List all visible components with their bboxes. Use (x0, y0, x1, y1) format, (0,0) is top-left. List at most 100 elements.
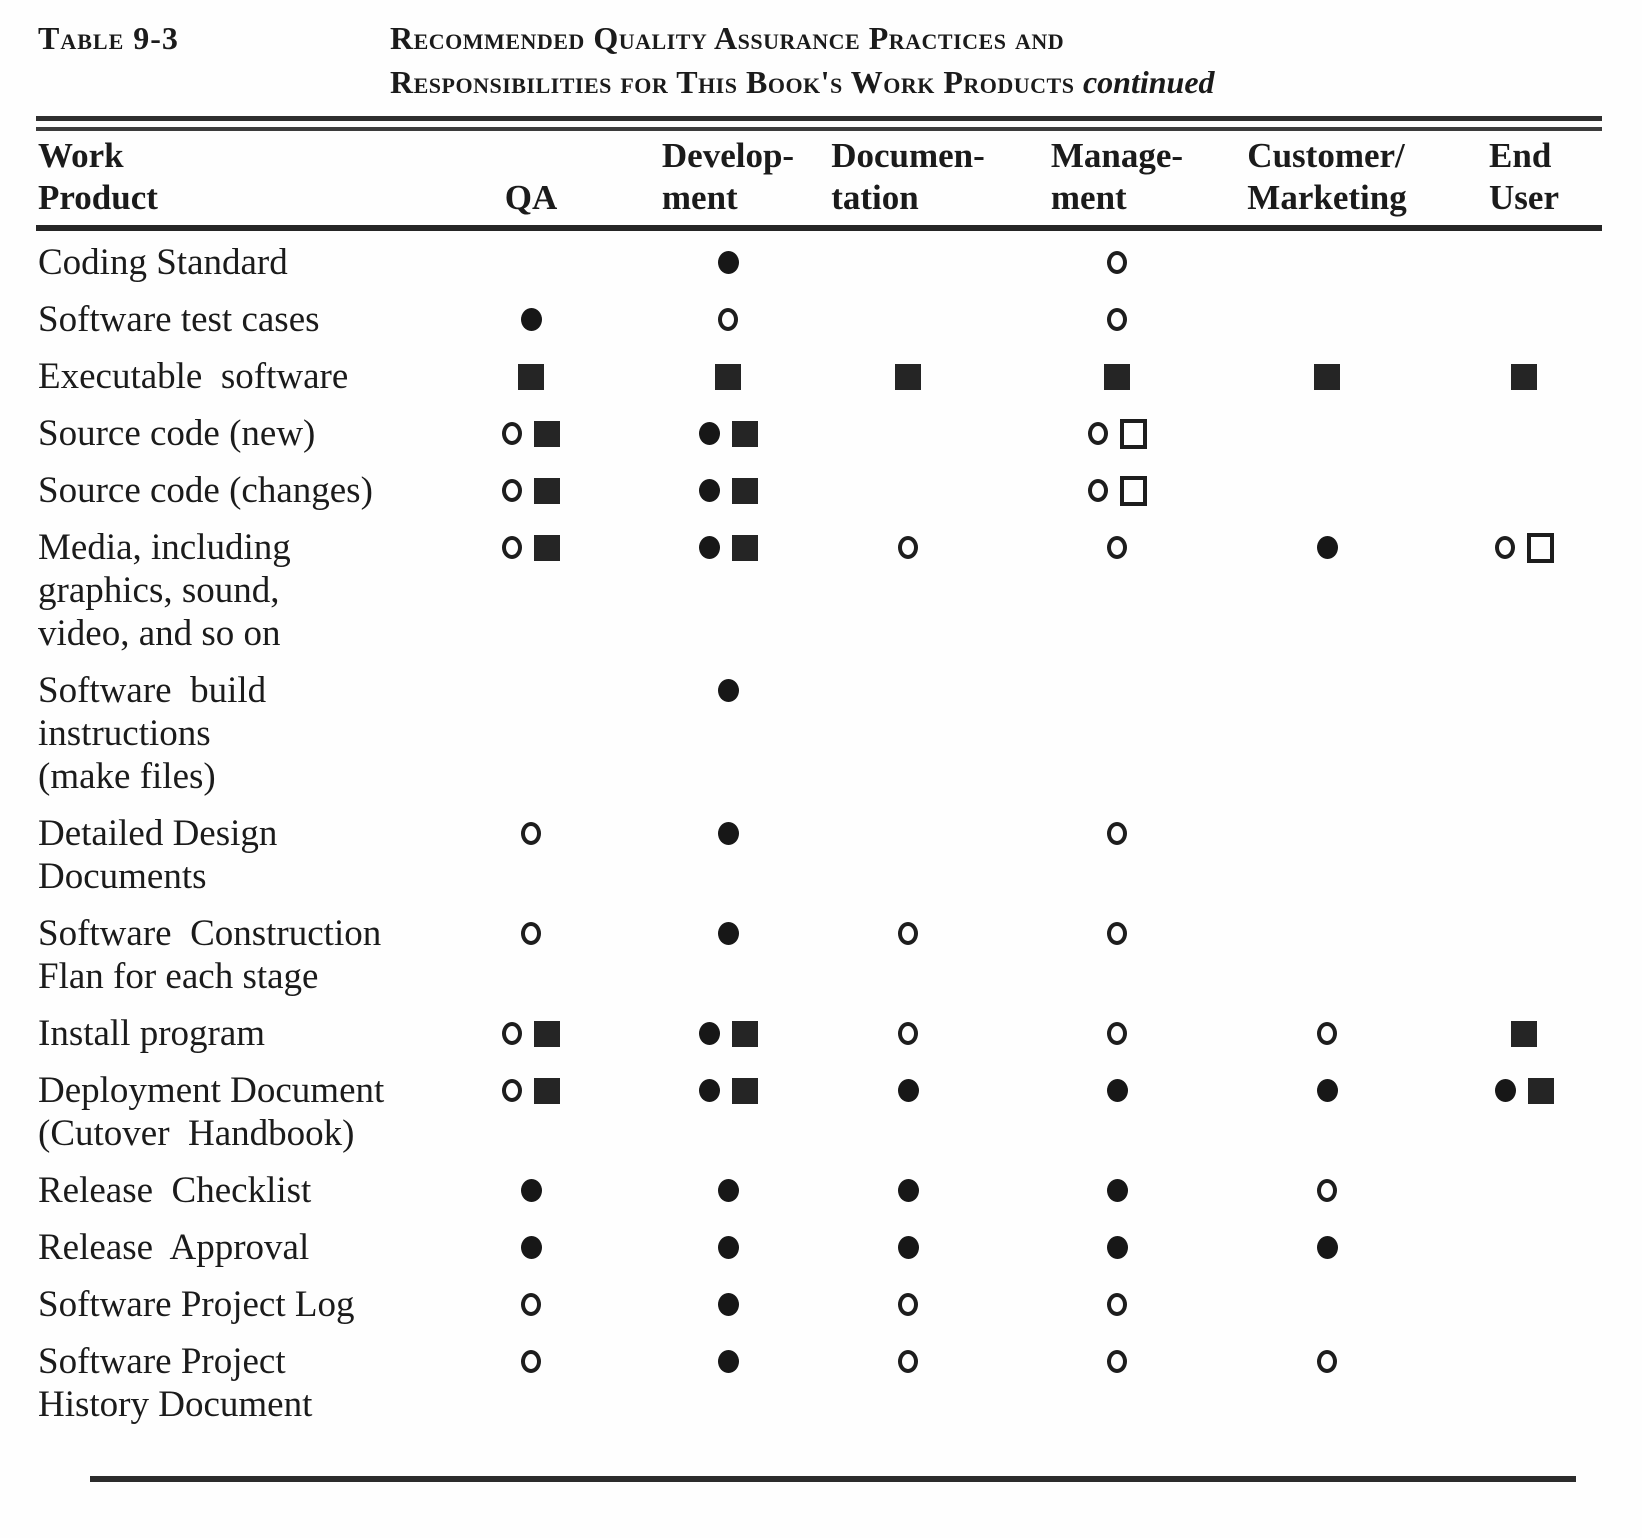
cell-management (984, 355, 1250, 398)
work-product-label: Software build instructions (make files) (38, 670, 267, 797)
cell-end-user (1404, 355, 1642, 398)
filled-square-icon (715, 363, 741, 390)
cell-qa (438, 1012, 624, 1055)
column-header-management: Manage- ment (984, 135, 1250, 219)
filled-circle-icon (1494, 1079, 1516, 1102)
filled-circle-icon (1106, 1079, 1128, 1102)
cell-management (984, 669, 1250, 712)
filled-circle-icon (1316, 1079, 1338, 1102)
open-circle-icon (502, 1079, 522, 1102)
cell-end-user (1404, 526, 1642, 569)
cell-management (984, 1069, 1250, 1112)
table-row: Source code (new) (0, 412, 1642, 469)
cell-customer-marketing (1250, 1226, 1404, 1269)
table-row: Software Project Log (0, 1283, 1642, 1340)
column-header-documentation: Documen- tation (831, 135, 985, 219)
cell-development (624, 298, 832, 341)
cell-customer-marketing (1250, 1012, 1404, 1055)
rule-line (36, 127, 1602, 131)
table-top-rule (36, 116, 1602, 131)
open-circle-icon (1107, 536, 1127, 559)
filled-circle-icon (698, 479, 720, 502)
table-row: Software Construction Flan for each stag… (0, 912, 1642, 1012)
cell-development (624, 1340, 832, 1383)
filled-circle-icon (717, 679, 739, 702)
open-circle-icon (521, 1350, 541, 1373)
cell-management (984, 412, 1250, 455)
cell-customer-marketing (1250, 912, 1404, 955)
filled-square-icon (895, 363, 921, 390)
cell-customer-marketing (1250, 241, 1404, 284)
table-title-line2-text: Responsibilities for This Book's Work Pr… (390, 64, 1075, 100)
open-circle-icon (718, 308, 738, 331)
cell-development (624, 912, 832, 955)
filled-square-icon (1104, 363, 1130, 390)
cell-end-user (1404, 469, 1642, 512)
cell-customer-marketing (1250, 412, 1404, 455)
work-product-label: Install program (38, 1013, 266, 1054)
cell-qa (438, 469, 624, 512)
work-product-label: Software test cases (38, 299, 320, 340)
open-circle-icon (1107, 1293, 1127, 1316)
filled-square-icon (1511, 1020, 1537, 1047)
cell-qa (438, 355, 624, 398)
work-product-label: Deployment Document (Cutover Handbook) (38, 1070, 385, 1154)
cell-management (984, 812, 1250, 855)
header-bottom-rule (36, 225, 1602, 231)
cell-end-user (1404, 912, 1642, 955)
filled-square-icon (731, 1077, 758, 1104)
filled-circle-icon (717, 822, 739, 845)
column-header-label: QA (504, 178, 558, 217)
cell-end-user (1404, 1340, 1642, 1383)
open-circle-icon (898, 1293, 918, 1316)
cell-qa (438, 1069, 624, 1112)
cell-documentation (832, 412, 984, 455)
cell-management (984, 1226, 1250, 1269)
cell-end-user (1404, 812, 1642, 855)
filled-square-icon (534, 534, 560, 561)
cell-development (624, 1169, 832, 1212)
open-circle-icon (1317, 1179, 1337, 1202)
cell-qa (438, 669, 624, 712)
cell-end-user (1404, 1012, 1642, 1055)
cell-customer-marketing (1250, 812, 1404, 855)
filled-square-icon (534, 1020, 560, 1047)
cell-end-user (1404, 241, 1642, 284)
cell-qa (438, 912, 624, 955)
open-circle-icon (502, 536, 522, 559)
cell-customer-marketing (1250, 355, 1404, 398)
filled-square-icon (534, 1077, 560, 1104)
filled-circle-icon (520, 308, 542, 331)
column-header-qa: QA (438, 177, 624, 219)
table-row: Detailed Design Documents (0, 812, 1642, 912)
open-circle-icon (1107, 1350, 1127, 1373)
cell-customer-marketing (1250, 526, 1404, 569)
cell-documentation (832, 526, 984, 569)
cell-end-user (1404, 1069, 1642, 1112)
open-square-icon (1119, 475, 1147, 506)
open-circle-icon (898, 1022, 918, 1045)
cell-documentation (832, 469, 984, 512)
work-product-label: Executable software (38, 356, 349, 397)
cell-documentation (832, 1283, 984, 1326)
filled-circle-icon (520, 1179, 542, 1202)
work-product-label: Media, including graphics, sound, video,… (38, 527, 291, 654)
cell-end-user (1404, 1283, 1642, 1326)
cell-qa (438, 1283, 624, 1326)
cell-development (624, 355, 832, 398)
open-circle-icon (521, 1293, 541, 1316)
cell-qa (438, 812, 624, 855)
cell-customer-marketing (1250, 1069, 1404, 1112)
open-circle-icon (1107, 308, 1127, 331)
filled-square-icon (1314, 363, 1340, 390)
open-circle-icon (521, 822, 541, 845)
filled-circle-icon (897, 1236, 919, 1259)
work-product-label: Source code (changes) (38, 470, 373, 511)
open-square-icon (1526, 532, 1554, 563)
open-circle-icon (898, 922, 918, 945)
filled-circle-icon (717, 1293, 739, 1316)
column-header-development: Develop- ment (624, 135, 832, 219)
open-circle-icon (1107, 1022, 1127, 1045)
filled-circle-icon (717, 1179, 739, 1202)
cell-management (984, 526, 1250, 569)
